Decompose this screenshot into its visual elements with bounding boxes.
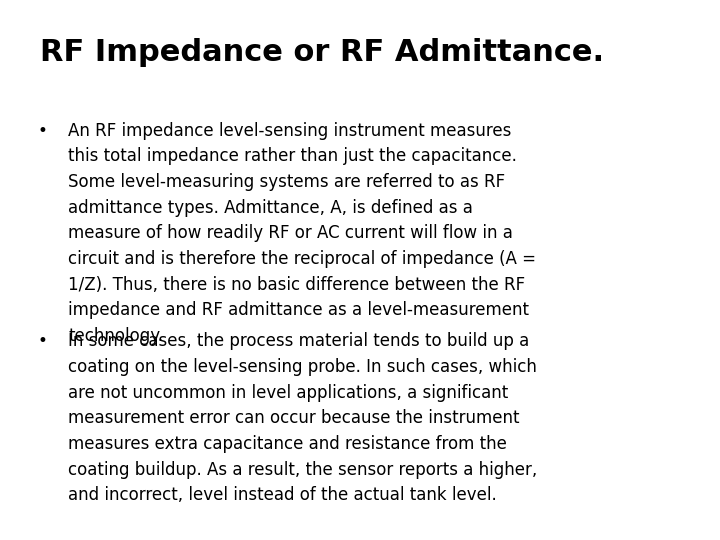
Text: •: • (37, 122, 48, 139)
Text: •: • (37, 332, 48, 350)
Text: RF Impedance or RF Admittance.: RF Impedance or RF Admittance. (40, 38, 604, 67)
Text: In some cases, the process material tends to build up a
coating on the level-sen: In some cases, the process material tend… (68, 332, 538, 504)
Text: An RF impedance level-sensing instrument measures
this total impedance rather th: An RF impedance level-sensing instrument… (68, 122, 536, 345)
